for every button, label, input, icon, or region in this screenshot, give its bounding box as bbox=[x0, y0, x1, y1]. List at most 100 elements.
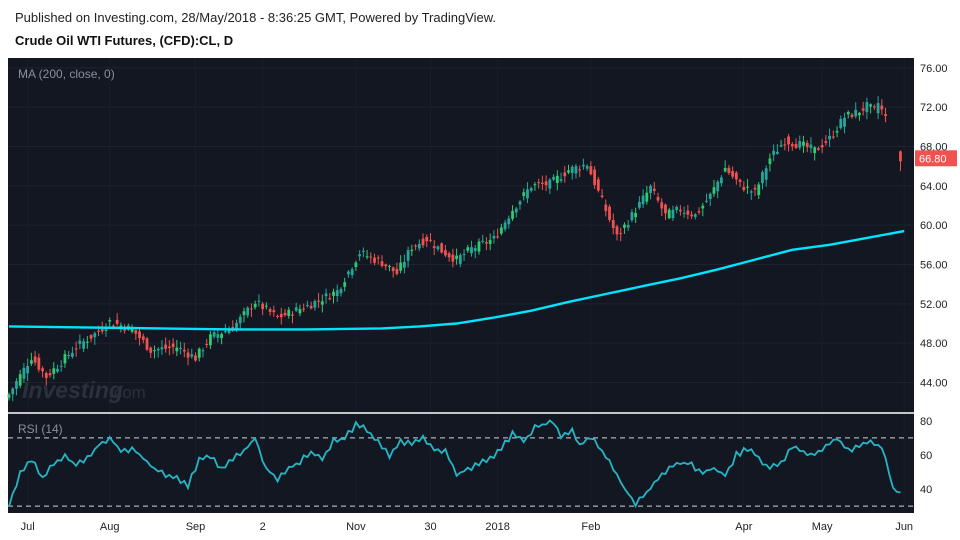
candle-body bbox=[775, 151, 779, 154]
candle-body bbox=[809, 144, 813, 149]
candle-body bbox=[876, 103, 880, 114]
candle bbox=[85, 336, 89, 349]
candle-body bbox=[294, 307, 298, 311]
candle-body bbox=[738, 179, 742, 182]
candle-body bbox=[276, 316, 279, 318]
candle-body bbox=[380, 261, 384, 267]
candle-body bbox=[734, 172, 738, 180]
candle bbox=[444, 244, 447, 258]
candle bbox=[604, 199, 608, 217]
candle-body bbox=[350, 269, 354, 276]
candle-body bbox=[67, 355, 71, 357]
candle-body bbox=[697, 211, 701, 213]
candle-body bbox=[619, 233, 623, 235]
candle-body bbox=[540, 182, 544, 184]
candle bbox=[749, 189, 753, 200]
candle-body bbox=[720, 177, 723, 184]
candle bbox=[462, 249, 466, 261]
candle bbox=[380, 255, 384, 268]
candle-body bbox=[108, 320, 112, 322]
candle-body bbox=[22, 367, 26, 379]
candle-body bbox=[145, 338, 149, 350]
candle-body bbox=[630, 212, 634, 221]
candle-body bbox=[649, 185, 652, 193]
candle-body bbox=[783, 144, 787, 146]
candle-body bbox=[526, 189, 529, 199]
time-tick-label: Jul bbox=[21, 521, 35, 533]
candle bbox=[384, 263, 388, 271]
candle bbox=[391, 266, 395, 278]
candle-body bbox=[563, 172, 567, 177]
candle bbox=[899, 150, 902, 172]
candle bbox=[518, 199, 522, 210]
candle-body bbox=[623, 224, 626, 228]
candle bbox=[164, 337, 168, 353]
candle-body bbox=[794, 143, 798, 148]
candle-body bbox=[347, 271, 350, 275]
candle-body bbox=[313, 301, 317, 308]
candle bbox=[727, 165, 731, 176]
candle bbox=[317, 293, 320, 308]
watermark-brand: Investing bbox=[22, 377, 123, 403]
candle-body bbox=[130, 328, 134, 332]
candle-body bbox=[190, 354, 194, 357]
candle-body bbox=[496, 236, 500, 238]
candle bbox=[667, 207, 671, 220]
rsi-axis: 80 60 40 bbox=[920, 416, 932, 496]
candle-body bbox=[574, 166, 578, 174]
candle-body bbox=[667, 209, 671, 219]
candle-body bbox=[89, 335, 93, 339]
candle bbox=[18, 369, 22, 389]
candle-body bbox=[477, 241, 481, 252]
candle-body bbox=[656, 196, 660, 201]
candle bbox=[690, 211, 693, 219]
candle bbox=[772, 144, 776, 162]
candle bbox=[56, 364, 59, 374]
candle-body bbox=[402, 261, 406, 268]
candle-body bbox=[440, 243, 444, 253]
candle bbox=[626, 219, 630, 231]
candle bbox=[279, 307, 283, 325]
candle bbox=[623, 222, 626, 234]
candle bbox=[600, 188, 604, 199]
candle bbox=[843, 112, 846, 134]
candle bbox=[656, 192, 660, 203]
candle bbox=[141, 333, 145, 344]
candle-body bbox=[100, 328, 104, 332]
candle bbox=[298, 304, 302, 317]
candle-body bbox=[250, 308, 253, 310]
candle bbox=[82, 338, 85, 353]
candle-body bbox=[324, 293, 328, 297]
candle bbox=[246, 306, 250, 318]
candle bbox=[555, 170, 559, 191]
candle-body bbox=[235, 322, 238, 330]
candle bbox=[634, 207, 638, 223]
candle bbox=[585, 164, 589, 171]
candle-body bbox=[78, 340, 82, 344]
candle-body bbox=[492, 235, 496, 239]
candle-body bbox=[167, 346, 171, 348]
candle-body bbox=[376, 257, 380, 259]
candle-body bbox=[115, 319, 119, 324]
candle bbox=[350, 267, 354, 279]
candle-body bbox=[421, 238, 425, 246]
candle bbox=[283, 308, 287, 317]
candle-body bbox=[544, 181, 548, 186]
price-tick-label: 60.00 bbox=[920, 220, 948, 232]
candle bbox=[802, 135, 805, 153]
candle bbox=[447, 251, 451, 262]
candle bbox=[306, 300, 309, 308]
candle bbox=[365, 249, 369, 260]
candle-body bbox=[671, 209, 675, 219]
candle-body bbox=[548, 179, 552, 189]
candle bbox=[253, 300, 257, 310]
candle-body bbox=[272, 310, 276, 313]
time-tick-label: May bbox=[812, 521, 833, 533]
candle-body bbox=[85, 341, 89, 343]
candle bbox=[716, 180, 720, 199]
candle bbox=[466, 244, 470, 253]
candle bbox=[33, 350, 37, 366]
candle-body bbox=[156, 348, 160, 351]
candle bbox=[753, 184, 757, 196]
